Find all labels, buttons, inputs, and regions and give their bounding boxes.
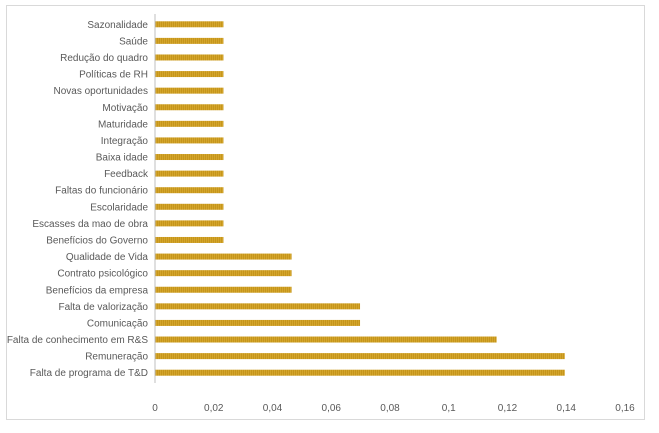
category-label: Integração xyxy=(101,136,149,147)
bar xyxy=(155,54,224,61)
bar xyxy=(155,353,565,360)
bar xyxy=(155,303,361,310)
category-label: Sazonalidade xyxy=(87,20,148,31)
category-label: Comunicação xyxy=(87,318,149,329)
bar xyxy=(155,37,224,44)
bar xyxy=(155,170,224,177)
category-label: Maturidade xyxy=(98,119,148,130)
bar xyxy=(155,253,292,260)
bar xyxy=(155,203,224,210)
category-label: Falta de programa de T&D xyxy=(30,368,148,379)
category-label: Novas oportunidades xyxy=(53,86,148,97)
chart-area xyxy=(6,5,645,420)
bar xyxy=(155,220,224,227)
category-label: Redução do quadro xyxy=(60,53,148,64)
bar xyxy=(155,236,224,243)
bar xyxy=(155,369,565,376)
x-tick-label: 0,02 xyxy=(204,403,224,414)
x-tick-label: 0,14 xyxy=(557,403,577,414)
category-label: Remuneração xyxy=(85,352,148,363)
category-label: Feedback xyxy=(104,169,149,180)
category-label: Escolaridade xyxy=(90,202,148,213)
bar xyxy=(155,336,497,343)
category-label: Falta de conhecimento em R&S xyxy=(7,335,149,346)
x-tick-label: 0,08 xyxy=(380,403,400,414)
x-tick-label: 0,06 xyxy=(322,403,342,414)
bar xyxy=(155,286,292,293)
bar xyxy=(155,137,224,144)
category-label: Motivação xyxy=(102,103,148,114)
x-tick-label: 0,12 xyxy=(498,403,518,414)
bar xyxy=(155,87,224,94)
x-tick-label: 0,04 xyxy=(263,403,283,414)
bar xyxy=(155,104,224,111)
bars-group xyxy=(155,21,565,376)
category-label: Benefícios da empresa xyxy=(46,285,149,296)
x-tick-labels: 0 0,02 0,04 0,06 0,08 0,1 0,12 0,14 0,16 xyxy=(152,403,635,414)
bar xyxy=(155,270,292,277)
x-tick-label: 0 xyxy=(152,403,158,414)
category-label: Baixa idade xyxy=(96,153,149,164)
category-label: Saúde xyxy=(119,36,148,47)
x-tick-label: 0,16 xyxy=(615,403,635,414)
category-label: Qualidade de Vida xyxy=(66,252,149,263)
category-label: Escasses da mao de obra xyxy=(32,219,148,230)
category-label: Benefícios do Governo xyxy=(46,235,148,246)
category-label: Contrato psicológico xyxy=(57,269,148,280)
bar xyxy=(155,120,224,127)
category-labels: Sazonalidade Saúde Redução do quadro Políti… xyxy=(7,20,149,379)
bar xyxy=(155,71,224,78)
bar xyxy=(155,187,224,194)
bar xyxy=(155,154,224,161)
category-label: Políticas de RH xyxy=(79,70,148,81)
category-label: Faltas do funcionário xyxy=(55,186,148,197)
bar xyxy=(155,319,361,326)
category-label: Falta de valorização xyxy=(59,302,149,313)
bar xyxy=(155,21,224,28)
x-tick-label: 0,1 xyxy=(442,403,456,414)
